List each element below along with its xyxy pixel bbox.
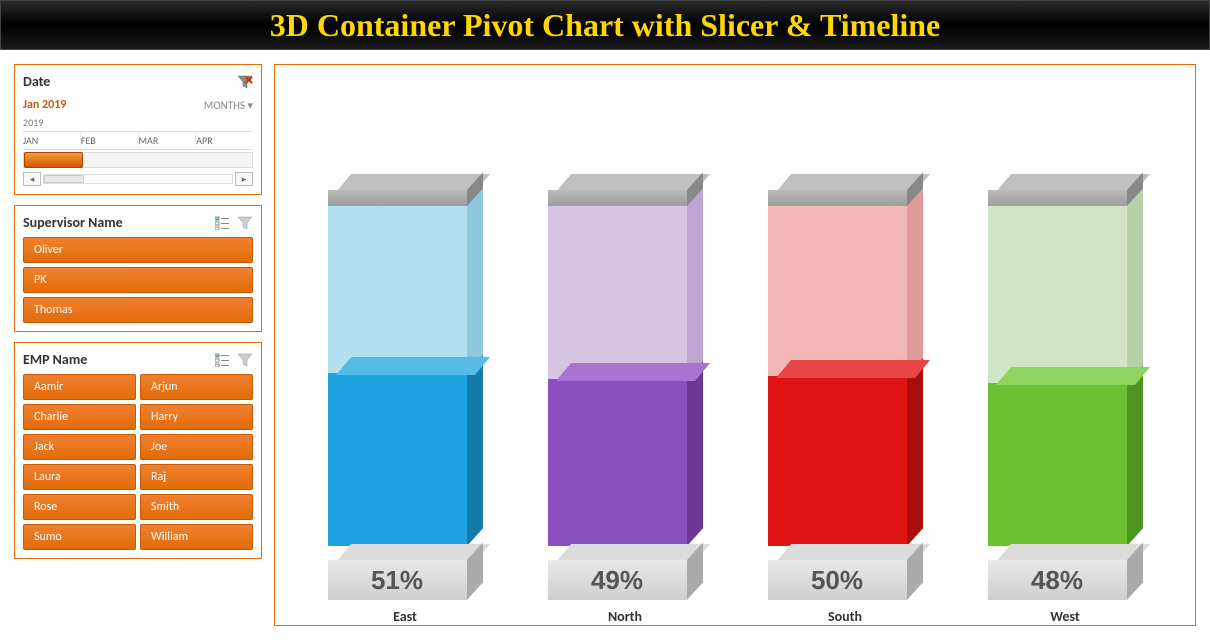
page-title: 3D Container Pivot Chart with Slicer & T… bbox=[270, 7, 940, 44]
bar-label: West bbox=[1050, 608, 1080, 625]
container-tube bbox=[328, 206, 483, 546]
chart-bar: 48% West bbox=[965, 174, 1165, 625]
bar-value: 50% bbox=[811, 565, 863, 596]
bar-label: East bbox=[393, 608, 417, 625]
container-base: 49% bbox=[548, 544, 703, 594]
slicer-item[interactable]: Thomas bbox=[23, 297, 253, 323]
clear-filter-icon[interactable] bbox=[237, 353, 253, 367]
title-bar: 3D Container Pivot Chart with Slicer & T… bbox=[0, 0, 1210, 50]
chart-bar: 49% North bbox=[525, 174, 725, 625]
timeline-month: JAN bbox=[23, 132, 81, 149]
container-tube bbox=[548, 206, 703, 546]
multi-select-icon[interactable] bbox=[215, 353, 229, 367]
slicer-item[interactable]: Arjun bbox=[140, 374, 253, 400]
container-tube bbox=[768, 206, 923, 546]
supervisor-slicer: Supervisor Name Oliver PK Thomas bbox=[14, 205, 262, 332]
timeline-year: 2019 bbox=[23, 114, 253, 131]
timeline-header-icons bbox=[237, 75, 253, 89]
container-3d: 49% bbox=[548, 174, 703, 594]
slicer-item[interactable]: Sumo bbox=[23, 524, 136, 550]
slicer-item[interactable]: Aamir bbox=[23, 374, 136, 400]
slicer-item[interactable]: Jack bbox=[23, 434, 136, 460]
container-base: 51% bbox=[328, 544, 483, 594]
clear-filter-icon[interactable] bbox=[237, 75, 253, 89]
slicer-item[interactable]: Smith bbox=[140, 494, 253, 520]
bar-label: South bbox=[828, 608, 862, 625]
sidebar: Date Jan 2019 MONTHS ▾ 2019 JAN FEB MAR … bbox=[14, 64, 262, 626]
timeline-title: Date bbox=[23, 73, 50, 90]
timeline-unit-dropdown[interactable]: MONTHS ▾ bbox=[204, 99, 253, 112]
container-lid bbox=[328, 174, 483, 208]
multi-select-icon[interactable] bbox=[215, 216, 229, 230]
chart-bar: 50% South bbox=[745, 174, 945, 625]
supervisor-header-icons bbox=[215, 216, 253, 230]
timeline-period-row: Jan 2019 MONTHS ▾ bbox=[23, 96, 253, 114]
emp-items: AamirArjunCharlieHarryJackJoeLauraRajRos… bbox=[23, 374, 253, 550]
bar-value: 48% bbox=[1031, 565, 1083, 596]
slicer-item[interactable]: PK bbox=[23, 267, 253, 293]
slicer-item[interactable]: Charlie bbox=[23, 404, 136, 430]
emp-title: EMP Name bbox=[23, 351, 87, 368]
supervisor-items: Oliver PK Thomas bbox=[23, 237, 253, 323]
timeline-slicer: Date Jan 2019 MONTHS ▾ 2019 JAN FEB MAR … bbox=[14, 64, 262, 195]
container-base: 50% bbox=[768, 544, 923, 594]
bar-label: North bbox=[608, 608, 642, 625]
container-3d: 51% bbox=[328, 174, 483, 594]
slicer-item[interactable]: Laura bbox=[23, 464, 136, 490]
emp-slicer: EMP Name AamirArjunCharlieHarryJackJoeLa… bbox=[14, 342, 262, 559]
timeline-scrollbar: ◂ ▸ bbox=[23, 172, 253, 186]
timeline-month: APR bbox=[196, 132, 253, 149]
slicer-item[interactable]: Rose bbox=[23, 494, 136, 520]
emp-header-icons bbox=[215, 353, 253, 367]
scroll-thumb[interactable] bbox=[44, 175, 84, 183]
timeline-track[interactable] bbox=[23, 152, 253, 168]
container-base: 48% bbox=[988, 544, 1143, 594]
slicer-item[interactable]: Oliver bbox=[23, 237, 253, 263]
slicer-item[interactable]: William bbox=[140, 524, 253, 550]
bar-value: 49% bbox=[591, 565, 643, 596]
emp-header: EMP Name bbox=[23, 349, 253, 374]
container-tube bbox=[988, 206, 1143, 546]
supervisor-header: Supervisor Name bbox=[23, 212, 253, 237]
supervisor-title: Supervisor Name bbox=[23, 214, 123, 231]
timeline-selected-period: Jan 2019 bbox=[23, 98, 66, 112]
slicer-item[interactable]: Raj bbox=[140, 464, 253, 490]
slicer-item[interactable]: Joe bbox=[140, 434, 253, 460]
container-3d: 50% bbox=[768, 174, 923, 594]
bar-value: 51% bbox=[371, 565, 423, 596]
timeline-handle[interactable] bbox=[24, 152, 83, 168]
chart-area: 51% East 49% North 50% South 48% West bbox=[274, 64, 1196, 626]
container-lid bbox=[548, 174, 703, 208]
container-lid bbox=[768, 174, 923, 208]
clear-filter-icon[interactable] bbox=[237, 216, 253, 230]
main-layout: Date Jan 2019 MONTHS ▾ 2019 JAN FEB MAR … bbox=[0, 50, 1210, 640]
slicer-item[interactable]: Harry bbox=[140, 404, 253, 430]
scroll-left-button[interactable]: ◂ bbox=[23, 172, 41, 186]
scroll-track[interactable] bbox=[43, 174, 233, 184]
timeline-month-labels: JAN FEB MAR APR bbox=[23, 131, 253, 150]
scroll-right-button[interactable]: ▸ bbox=[235, 172, 253, 186]
timeline-month: FEB bbox=[81, 132, 139, 149]
timeline-month: MAR bbox=[139, 132, 197, 149]
chart-bar: 51% East bbox=[305, 174, 505, 625]
container-3d: 48% bbox=[988, 174, 1143, 594]
timeline-header: Date bbox=[23, 71, 253, 96]
container-lid bbox=[988, 174, 1143, 208]
